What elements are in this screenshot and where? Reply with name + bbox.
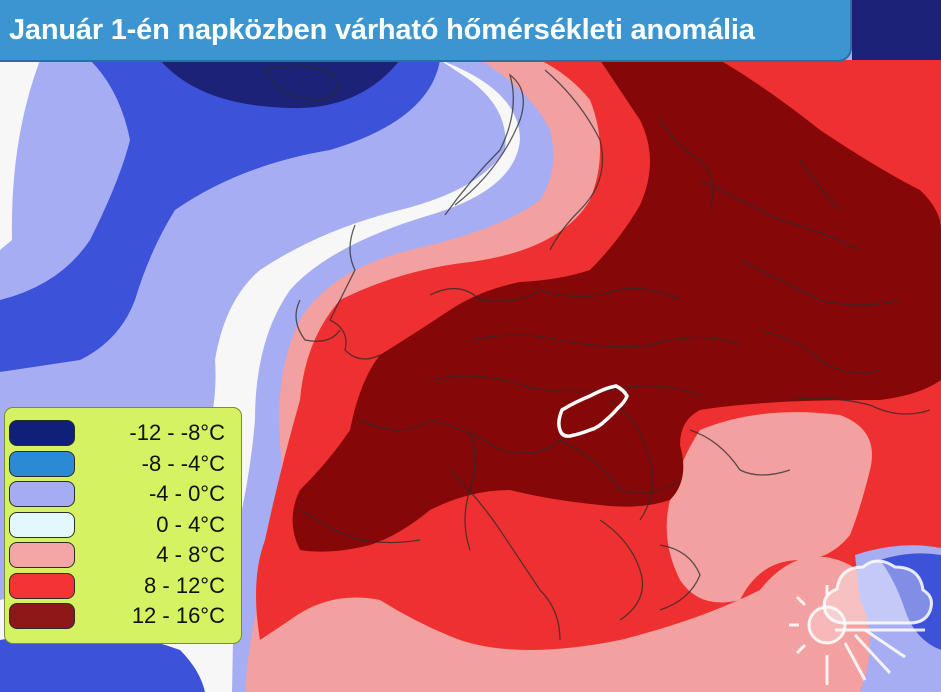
legend-swatch [9, 572, 75, 599]
band-white-main [0, 60, 520, 692]
legend-swatch [9, 603, 75, 630]
legend-label: 4 - 8°C [156, 542, 225, 568]
legend-row: -4 - 0°C [9, 479, 237, 510]
band-pink-se [666, 412, 872, 603]
legend-swatch [9, 450, 75, 477]
legend-row: 8 - 12°C [9, 571, 237, 602]
legend-label: -4 - 0°C [148, 481, 225, 507]
band-blue-west [0, 60, 440, 372]
country-borders [264, 64, 931, 641]
band-blue-sw [0, 632, 205, 692]
legend-row: 4 - 8°C [9, 540, 237, 571]
title-banner: Január 1-én napközben várható hőmérsékle… [0, 0, 852, 62]
legend-label: -12 - -8°C [129, 420, 225, 446]
legend-swatch [9, 542, 75, 569]
legend-row: 12 - 16°C [9, 601, 237, 632]
legend-label: 12 - 16°C [131, 603, 225, 629]
legend-row: -8 - -4°C [9, 449, 237, 480]
band-white-west [0, 60, 40, 250]
legend-swatch [9, 511, 75, 538]
legend-label: 8 - 12°C [144, 572, 225, 598]
legend-swatch [9, 420, 75, 447]
band-navy-ne [852, 0, 941, 60]
band-navy-north [160, 60, 400, 109]
legend-label: -8 - -4°C [141, 450, 225, 476]
legend-label: 0 - 4°C [156, 511, 225, 537]
band-blue-se [880, 553, 941, 650]
hungary-outline [557, 384, 629, 438]
legend-row: 0 - 4°C [9, 510, 237, 541]
band-maroon-core [292, 60, 941, 552]
legend-row: -12 - -8°C [9, 418, 237, 449]
legend: -12 - -8°C -8 - -4°C -4 - 0°C 0 - 4°C 4 … [4, 407, 242, 644]
map-title: Január 1-én napközben várható hőmérsékle… [9, 13, 755, 46]
sun-cloud-icon [789, 559, 933, 685]
legend-swatch [9, 481, 75, 508]
